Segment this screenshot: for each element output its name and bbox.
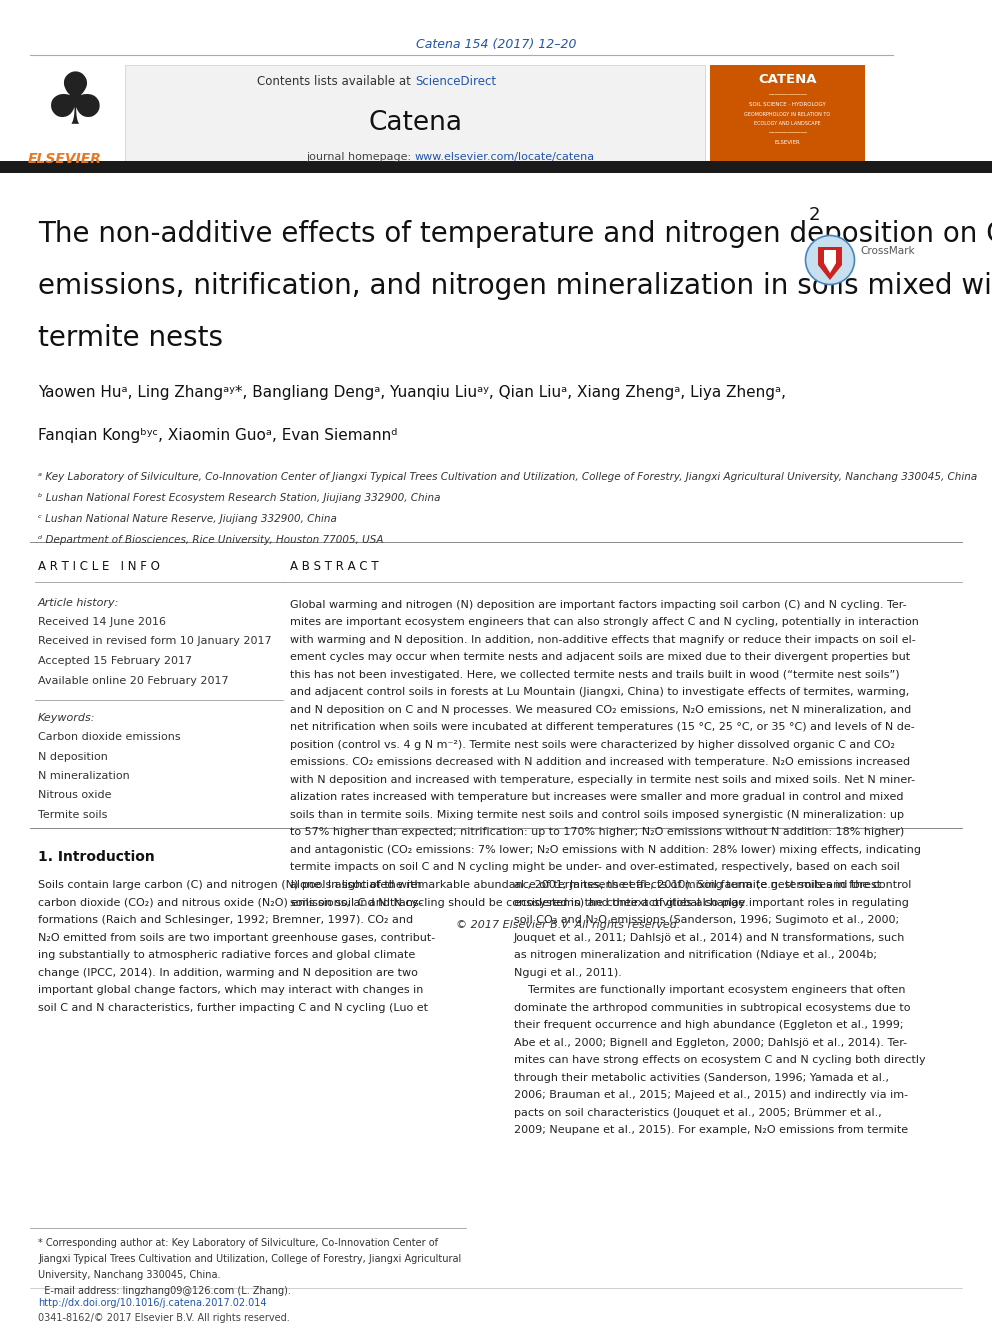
Text: as nitrogen mineralization and nitrification (Ndiaye et al., 2004b;: as nitrogen mineralization and nitrifica…	[514, 950, 877, 960]
Text: emissions. CO₂ emissions decreased with N addition and increased with temperatur: emissions. CO₂ emissions decreased with …	[290, 758, 910, 767]
Text: and N deposition on C and N processes. We measured CO₂ emissions, N₂O emissions,: and N deposition on C and N processes. W…	[290, 705, 912, 714]
Text: E-mail address: lingzhang09@126.com (L. Zhang).: E-mail address: lingzhang09@126.com (L. …	[38, 1286, 291, 1297]
Text: CATENA: CATENA	[758, 73, 816, 86]
Text: ELSEVIER: ELSEVIER	[28, 152, 102, 165]
Text: Article history:: Article history:	[38, 598, 119, 609]
Text: ────────────: ────────────	[768, 93, 807, 98]
Text: N mineralization: N mineralization	[38, 771, 130, 781]
Text: Soils contain large carbon (C) and nitrogen (N) pools associated with: Soils contain large carbon (C) and nitro…	[38, 880, 422, 890]
Text: 0341-8162/© 2017 Elsevier B.V. All rights reserved.: 0341-8162/© 2017 Elsevier B.V. All right…	[38, 1312, 290, 1323]
Text: University, Nanchang 330045, China.: University, Nanchang 330045, China.	[38, 1270, 220, 1279]
Text: to 57% higher than expected; nitrification: up to 170% higher; N₂O emissions wit: to 57% higher than expected; nitrificati…	[290, 827, 905, 837]
Text: soils than in termite soils. Mixing termite nest soils and control soils imposed: soils than in termite soils. Mixing term…	[290, 810, 904, 820]
Text: soils on soil C and N cycling should be considered in the context of global chan: soils on soil C and N cycling should be …	[290, 897, 749, 908]
Text: 1. Introduction: 1. Introduction	[38, 849, 155, 864]
Text: alone. In light of the remarkable abundance of termites, the effects of mixing t: alone. In light of the remarkable abunda…	[290, 880, 912, 890]
Text: Jouquet et al., 2011; Dahlsjö et al., 2014) and N transformations, such: Jouquet et al., 2011; Dahlsjö et al., 20…	[514, 933, 906, 942]
Text: ᵇ Lushan National Forest Ecosystem Research Station, Jiujiang 332900, China: ᵇ Lushan National Forest Ecosystem Resea…	[38, 493, 440, 503]
Text: ᵈ Department of Biosciences, Rice University, Houston 77005, USA: ᵈ Department of Biosciences, Rice Univer…	[38, 534, 384, 545]
Text: Catena 154 (2017) 12–20: Catena 154 (2017) 12–20	[416, 38, 576, 52]
Text: with warming and N deposition. In addition, non-additive effects that magnify or: with warming and N deposition. In additi…	[290, 635, 916, 646]
Text: A R T I C L E   I N F O: A R T I C L E I N F O	[38, 560, 160, 573]
Text: ement cycles may occur when termite nests and adjacent soils are mixed due to th: ement cycles may occur when termite nest…	[290, 652, 910, 663]
Text: www.elsevier.com/locate/catena: www.elsevier.com/locate/catena	[415, 152, 595, 161]
Text: net nitrification when soils were incubated at different temperatures (15 °C, 25: net nitrification when soils were incuba…	[290, 722, 915, 733]
Text: mites are important ecosystem engineers that can also strongly affect C and N cy: mites are important ecosystem engineers …	[290, 618, 919, 627]
Polygon shape	[818, 247, 842, 280]
Text: termite nests: termite nests	[38, 324, 223, 352]
Text: and adjacent control soils in forests at Lu Mountain (Jiangxi, China) to investi: and adjacent control soils in forests at…	[290, 688, 910, 697]
Text: dominate the arthropod communities in subtropical ecosystems due to: dominate the arthropod communities in su…	[514, 1003, 911, 1012]
Bar	[0, 161, 992, 173]
Text: Termite soils: Termite soils	[38, 810, 107, 820]
Text: alization rates increased with temperature but increases were smaller and more g: alization rates increased with temperatu…	[290, 792, 904, 803]
Text: ♣: ♣	[43, 70, 107, 139]
Text: termite impacts on soil C and N cycling might be under- and over-estimated, resp: termite impacts on soil C and N cycling …	[290, 863, 900, 872]
Text: soil CO₂ and N₂O emissions (Sanderson, 1996; Sugimoto et al., 2000;: soil CO₂ and N₂O emissions (Sanderson, 1…	[514, 916, 899, 925]
Bar	[710, 65, 865, 161]
Text: The non-additive effects of temperature and nitrogen deposition on CO: The non-additive effects of temperature …	[38, 220, 992, 247]
Text: ────────────: ────────────	[768, 131, 807, 136]
Text: Abe et al., 2000; Bignell and Eggleton, 2000; Dahlsjö et al., 2014). Ter-: Abe et al., 2000; Bignell and Eggleton, …	[514, 1037, 907, 1048]
Text: their frequent occurrence and high abundance (Eggleton et al., 1999;: their frequent occurrence and high abund…	[514, 1020, 904, 1031]
Text: ecosystems) and their activities also play important roles in regulating: ecosystems) and their activities also pl…	[514, 897, 909, 908]
Text: 2009; Neupane et al., 2015). For example, N₂O emissions from termite: 2009; Neupane et al., 2015). For example…	[514, 1125, 908, 1135]
Text: SOIL SCIENCE · HYDROLOGY: SOIL SCIENCE · HYDROLOGY	[749, 102, 826, 107]
Text: Jiangxi Typical Trees Cultivation and Utilization, College of Forestry, Jiangxi : Jiangxi Typical Trees Cultivation and Ut…	[38, 1254, 461, 1263]
Bar	[28, 65, 123, 161]
Text: ᶜ Lushan National Nature Reserve, Jiujiang 332900, China: ᶜ Lushan National Nature Reserve, Jiujia…	[38, 515, 337, 524]
Text: journal homepage:: journal homepage:	[307, 152, 415, 161]
Text: CrossMark: CrossMark	[860, 246, 915, 255]
Text: Received in revised form 10 January 2017: Received in revised form 10 January 2017	[38, 636, 272, 647]
Text: Termites are functionally important ecosystem engineers that often: Termites are functionally important ecos…	[514, 986, 906, 995]
Text: mites can have strong effects on ecosystem C and N cycling both directly: mites can have strong effects on ecosyst…	[514, 1054, 926, 1065]
Text: http://dx.doi.org/10.1016/j.catena.2017.02.014: http://dx.doi.org/10.1016/j.catena.2017.…	[38, 1298, 267, 1308]
Text: and antagonistic (CO₂ emissions: 7% lower; N₂O emissions with N addition: 28% lo: and antagonistic (CO₂ emissions: 7% lowe…	[290, 845, 921, 855]
Circle shape	[806, 235, 854, 284]
Text: A B S T R A C T: A B S T R A C T	[290, 560, 379, 573]
Text: Available online 20 February 2017: Available online 20 February 2017	[38, 676, 228, 685]
Text: Catena: Catena	[368, 110, 462, 136]
Text: 2: 2	[809, 206, 820, 224]
Text: Yaowen Huᵃ, Ling Zhangᵃʸ*, Bangliang Dengᵃ, Yuanqiu Liuᵃʸ, Qian Liuᵃ, Xiang Zhen: Yaowen Huᵃ, Ling Zhangᵃʸ*, Bangliang Den…	[38, 385, 786, 400]
Text: with N deposition and increased with temperature, especially in termite nest soi: with N deposition and increased with tem…	[290, 775, 916, 785]
Text: GEOMORPHOLOGY IN RELATION TO: GEOMORPHOLOGY IN RELATION TO	[744, 112, 830, 116]
Polygon shape	[824, 250, 836, 273]
Text: Carbon dioxide emissions: Carbon dioxide emissions	[38, 732, 181, 742]
Text: emissions, nitrification, and nitrogen mineralization in soils mixed with: emissions, nitrification, and nitrogen m…	[38, 273, 992, 300]
Text: al., 2001; Janssens et al., 2010). Soil fauna (e.g. termites in forest: al., 2001; Janssens et al., 2010). Soil …	[514, 880, 881, 890]
Text: N₂O emitted from soils are two important greenhouse gases, contribut-: N₂O emitted from soils are two important…	[38, 933, 435, 942]
Text: ScienceDirect: ScienceDirect	[415, 75, 496, 89]
Text: formations (Raich and Schlesinger, 1992; Bremner, 1997). CO₂ and: formations (Raich and Schlesinger, 1992;…	[38, 916, 413, 925]
Text: Ngugi et al., 2011).: Ngugi et al., 2011).	[514, 967, 622, 978]
Bar	[125, 65, 705, 161]
Text: pacts on soil characteristics (Jouquet et al., 2005; Brümmer et al.,: pacts on soil characteristics (Jouquet e…	[514, 1107, 882, 1118]
Text: carbon dioxide (CO₂) and nitrous oxide (N₂O) emissions, and N trans-: carbon dioxide (CO₂) and nitrous oxide (…	[38, 897, 423, 908]
Text: soil C and N characteristics, further impacting C and N cycling (Luo et: soil C and N characteristics, further im…	[38, 1003, 428, 1012]
Text: 2006; Brauman et al., 2015; Majeed et al., 2015) and indirectly via im-: 2006; Brauman et al., 2015; Majeed et al…	[514, 1090, 908, 1099]
Text: position (control vs. 4 g N m⁻²). Termite nest soils were characterized by highe: position (control vs. 4 g N m⁻²). Termit…	[290, 740, 895, 750]
Text: important global change factors, which may interact with changes in: important global change factors, which m…	[38, 986, 424, 995]
Text: ELSEVIER: ELSEVIER	[775, 140, 801, 146]
Text: Nitrous oxide: Nitrous oxide	[38, 791, 111, 800]
Text: N deposition: N deposition	[38, 751, 108, 762]
Text: ᵃ Key Laboratory of Silviculture, Co-Innovation Center of Jiangxi Typical Trees : ᵃ Key Laboratory of Silviculture, Co-Inn…	[38, 472, 977, 482]
Text: * Corresponding author at: Key Laboratory of Silviculture, Co-Innovation Center : * Corresponding author at: Key Laborator…	[38, 1238, 438, 1248]
Text: Received 14 June 2016: Received 14 June 2016	[38, 617, 166, 627]
Text: Keywords:: Keywords:	[38, 713, 95, 722]
Text: © 2017 Elsevier B.V. All rights reserved.: © 2017 Elsevier B.V. All rights reserved…	[455, 919, 680, 930]
Text: Accepted 15 February 2017: Accepted 15 February 2017	[38, 656, 192, 665]
Text: ing substantially to atmospheric radiative forces and global climate: ing substantially to atmospheric radiati…	[38, 950, 416, 960]
Text: through their metabolic activities (Sanderson, 1996; Yamada et al.,: through their metabolic activities (Sand…	[514, 1073, 889, 1082]
Text: Fanqian Kongᵇʸᶜ, Xiaomin Guoᵃ, Evan Siemannᵈ: Fanqian Kongᵇʸᶜ, Xiaomin Guoᵃ, Evan Siem…	[38, 429, 398, 443]
Text: Contents lists available at: Contents lists available at	[257, 75, 415, 89]
Text: this has not been investigated. Here, we collected termite nests and trails buil: this has not been investigated. Here, we…	[290, 669, 900, 680]
Text: change (IPCC, 2014). In addition, warming and N deposition are two: change (IPCC, 2014). In addition, warmin…	[38, 967, 418, 978]
Text: Global warming and nitrogen (N) deposition are important factors impacting soil : Global warming and nitrogen (N) depositi…	[290, 601, 907, 610]
Text: ECOLOGY AND LANDSCAPE: ECOLOGY AND LANDSCAPE	[754, 120, 820, 126]
